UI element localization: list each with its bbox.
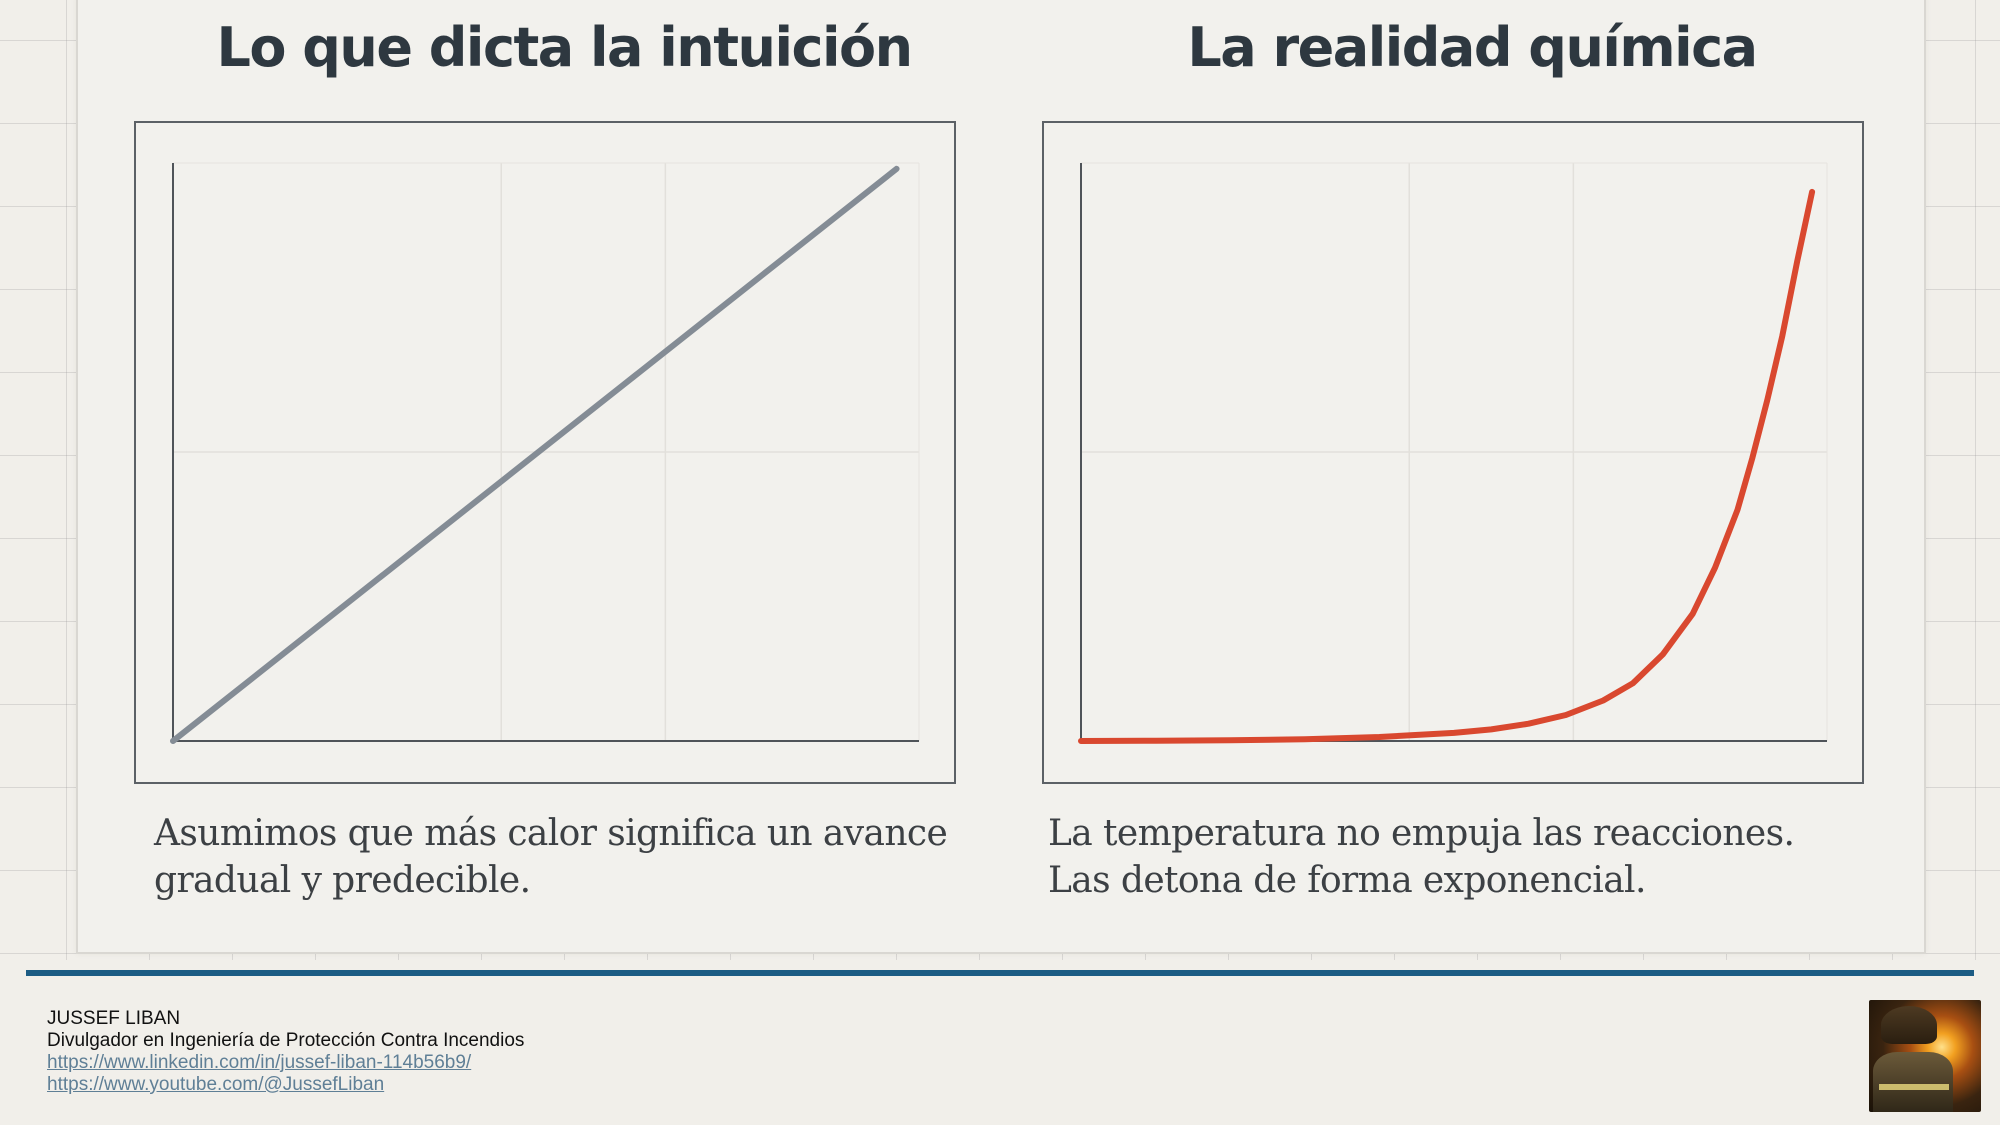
right-caption-line2: Las detona de forma exponencial.: [1048, 860, 1646, 901]
right-caption: La temperatura no empuja las reacciones.…: [1048, 810, 1795, 904]
author-role: Divulgador en Ingeniería de Protección C…: [47, 1030, 525, 1051]
author-name: JUSSEF LIBAN: [47, 1008, 181, 1029]
linkedin-link[interactable]: https://www.linkedin.com/in/jussef-liban…: [47, 1052, 472, 1073]
firefighter-helmet-icon: [1881, 1006, 1937, 1044]
right-chart-series-line-0: [1078, 188, 1816, 744]
left-chart-frame: [134, 121, 956, 784]
firefighter-body-icon: [1873, 1052, 1953, 1112]
footer-divider: [26, 970, 1974, 976]
youtube-link[interactable]: https://www.youtube.com/@JussefLiban: [47, 1074, 385, 1095]
right-caption-line1: La temperatura no empuja las reacciones.: [1048, 813, 1795, 854]
right-panel-title: La realidad química: [1187, 16, 1758, 79]
left-chart-series-line-0: [170, 165, 900, 744]
left-caption: Asumimos que más calor significa un avan…: [154, 810, 948, 904]
right-chart-frame: [1042, 121, 1864, 784]
left-caption-line1: Asumimos que más calor significa un avan…: [154, 813, 948, 854]
left-caption-line2: gradual y predecible.: [154, 860, 531, 901]
slide: Lo que dicta la intuición La realidad qu…: [76, 0, 1926, 954]
author-footer: JUSSEF LIBAN Divulgador en Ingeniería de…: [47, 1008, 524, 1096]
author-avatar: [1869, 1000, 1981, 1112]
left-panel-title: Lo que dicta la intuición: [216, 16, 913, 79]
left-chart: [170, 162, 920, 744]
reflective-band-icon: [1879, 1084, 1949, 1090]
right-chart: [1078, 162, 1828, 744]
